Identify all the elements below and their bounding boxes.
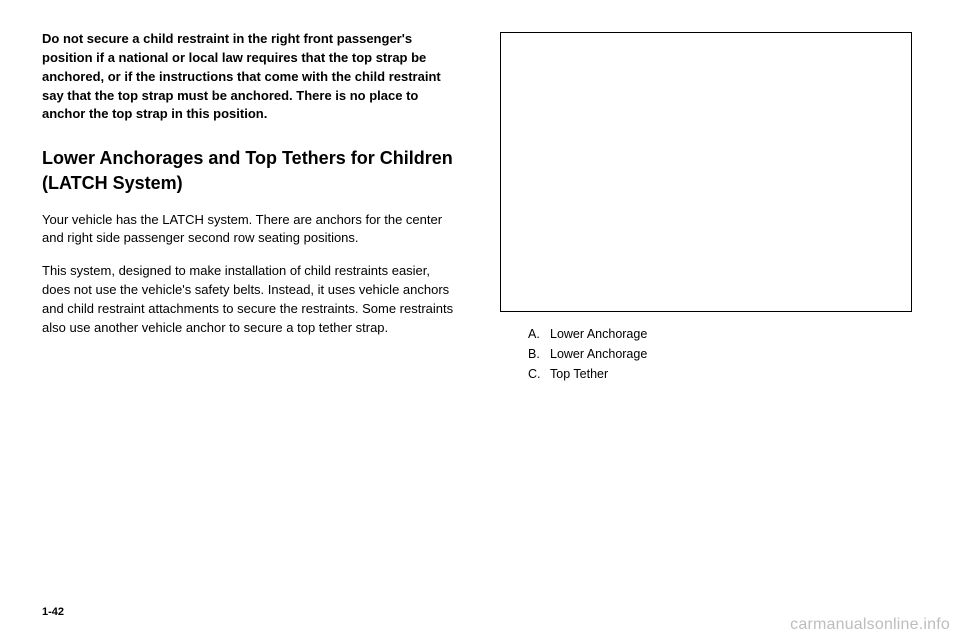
body-paragraph-2: This system, designed to make installati…	[42, 262, 460, 337]
figure-legend: A. Lower Anchorage B. Lower Anchorage C.…	[500, 324, 918, 384]
legend-item-b: B. Lower Anchorage	[528, 344, 918, 364]
figure-placeholder	[500, 32, 912, 312]
legend-label-b: Lower Anchorage	[550, 344, 647, 364]
two-column-layout: Do not secure a child restraint in the r…	[42, 30, 918, 384]
safety-notice-bold: Do not secure a child restraint in the r…	[42, 30, 460, 124]
section-heading-latch: Lower Anchorages and Top Tethers for Chi…	[42, 146, 460, 196]
left-column: Do not secure a child restraint in the r…	[42, 30, 460, 384]
page-number: 1-42	[42, 606, 64, 618]
legend-letter-a: A.	[528, 324, 550, 344]
legend-item-a: A. Lower Anchorage	[528, 324, 918, 344]
legend-letter-c: C.	[528, 364, 550, 384]
body-paragraph-1: Your vehicle has the LATCH system. There…	[42, 211, 460, 249]
legend-item-c: C. Top Tether	[528, 364, 918, 384]
manual-page: Do not secure a child restraint in the r…	[0, 0, 960, 640]
watermark-text: carmanualsonline.info	[790, 616, 950, 634]
legend-letter-b: B.	[528, 344, 550, 364]
legend-label-c: Top Tether	[550, 364, 608, 384]
legend-label-a: Lower Anchorage	[550, 324, 647, 344]
right-column: A. Lower Anchorage B. Lower Anchorage C.…	[500, 30, 918, 384]
